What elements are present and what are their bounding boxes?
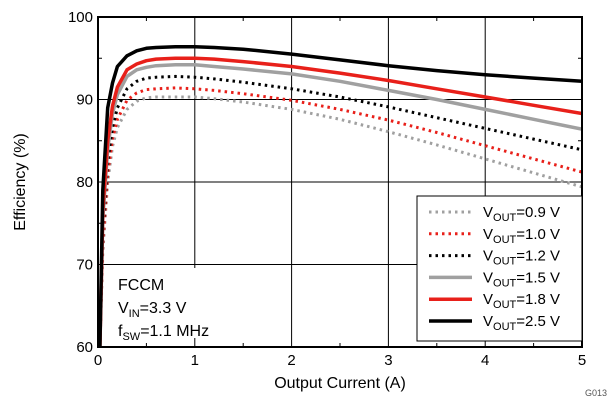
y-tick-label: 90: [76, 92, 93, 109]
legend-box: [416, 195, 583, 342]
legend-label-3: VOUT=1.5 V: [483, 269, 560, 289]
axis-ticks: 0 1 2 3 4 5 60 70 80 90 100: [68, 9, 586, 369]
y-tick-label: 70: [76, 257, 93, 274]
series-line-2: [98, 74, 582, 347]
x-tick-label: 0: [94, 352, 102, 369]
grid-lines: [98, 17, 582, 347]
x-tick-label: 1: [191, 352, 199, 369]
x-tick-label: 5: [578, 352, 586, 369]
operating-conditions: FCCM VIN=3.3 V fSW=1.1 MHz: [112, 268, 252, 343]
legend-label-4: VOUT=1.8 V: [483, 291, 560, 311]
vin-label: VIN=3.3 V: [118, 300, 187, 320]
conditions-background: [112, 268, 252, 338]
y-tick-label: 100: [68, 9, 93, 26]
y-tick-label: 60: [76, 339, 93, 356]
series-line-1: [98, 86, 582, 347]
y-axis-label: Efficiency (%): [12, 133, 29, 231]
x-tick-label: 3: [384, 352, 392, 369]
series-line-5: [98, 44, 582, 347]
legend-label-0: VOUT=0.9 V: [483, 204, 560, 224]
fsw-label: fSW=1.1 MHz: [118, 323, 209, 343]
legend-label-1: VOUT=1.0 V: [483, 226, 560, 246]
y-tick-label: 80: [76, 174, 93, 191]
mode-label: FCCM: [118, 277, 164, 294]
series-lines: [98, 44, 582, 347]
legend-label-5: VOUT=2.5 V: [483, 313, 560, 333]
legend-label-2: VOUT=1.2 V: [483, 248, 560, 268]
x-tick-label: 4: [481, 352, 489, 369]
x-tick-label: 2: [287, 352, 295, 369]
series-line-4: [98, 56, 582, 347]
x-axis-label: Output Current (A): [274, 375, 406, 392]
figure-code: G013: [585, 388, 607, 396]
